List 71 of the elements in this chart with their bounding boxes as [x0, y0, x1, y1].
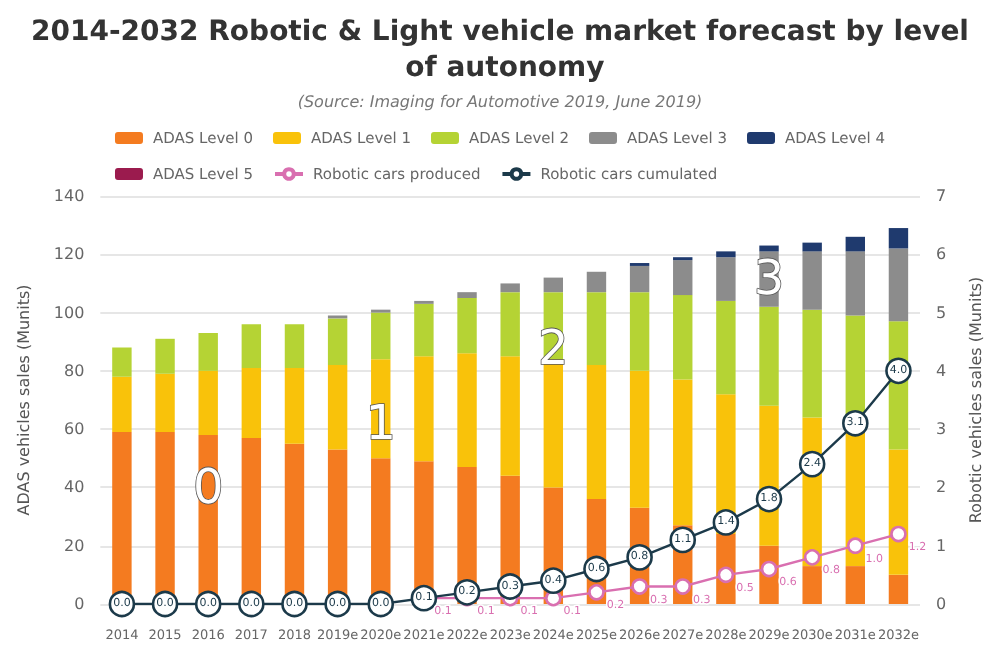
- bar: [457, 292, 477, 298]
- bar: [241, 367, 262, 438]
- y2-tick-label: 6: [936, 245, 947, 264]
- bar: [371, 312, 391, 360]
- bar: [629, 370, 650, 508]
- bar: [586, 271, 607, 293]
- bar: [327, 318, 348, 366]
- bar: [457, 353, 477, 468]
- point: [588, 584, 605, 601]
- bar: [284, 367, 305, 444]
- y2-tick-label: 1: [936, 536, 947, 555]
- bar: [802, 242, 822, 252]
- chart-subtitle: (Source: Imaging for Automotive 2019, June 2019): [297, 93, 703, 111]
- point: [631, 578, 648, 595]
- y2-axis-title: Robotic vehicles sales (Munits): [967, 276, 985, 524]
- bar: [888, 228, 909, 249]
- bar: [888, 574, 909, 604]
- bar: [112, 347, 132, 377]
- bar: [759, 306, 779, 406]
- bar: [888, 248, 909, 322]
- y-tick-label: 0: [74, 595, 85, 613]
- bar: [802, 566, 822, 604]
- bar: [457, 298, 477, 354]
- y2-tick-label: 4: [936, 361, 947, 380]
- y-tick-label: 40: [63, 478, 85, 497]
- bar: [500, 292, 520, 357]
- bar: [586, 292, 607, 366]
- y2-tick-label: 2: [936, 478, 947, 497]
- bar: [284, 324, 305, 368]
- y-tick-label: 100: [53, 303, 85, 322]
- bar: [586, 365, 607, 500]
- y-tick-label: 20: [63, 536, 85, 555]
- bar: [500, 356, 520, 476]
- bar: [629, 265, 650, 293]
- bar: [327, 365, 348, 450]
- bar: [543, 277, 564, 293]
- bar: [845, 251, 866, 316]
- bar: [673, 295, 693, 380]
- bar: [845, 236, 866, 252]
- point: [674, 578, 692, 595]
- y2-tick-label: 3: [936, 420, 947, 439]
- bar: [112, 376, 132, 433]
- y2-tick-label: 7: [936, 187, 947, 205]
- bar: [716, 251, 736, 258]
- bar: [414, 303, 434, 357]
- y-tick-label: 140: [53, 187, 85, 205]
- bar: [414, 356, 434, 462]
- bar: [155, 373, 175, 433]
- bar: [802, 309, 822, 418]
- bar: [716, 257, 736, 301]
- bar: [673, 379, 693, 526]
- bar: [500, 283, 520, 293]
- y-axis-title: ADAS vehicles sales (Munits): [15, 284, 33, 516]
- bar: [845, 566, 866, 604]
- point: [847, 537, 864, 555]
- bar: [198, 332, 218, 371]
- point: [803, 549, 821, 566]
- bar: [673, 260, 693, 296]
- y-tick-label: 80: [63, 361, 85, 380]
- y-tick-label: 120: [53, 245, 85, 264]
- bar: [241, 324, 262, 368]
- bar: [629, 292, 650, 371]
- y-tick-label: 60: [63, 420, 85, 439]
- y2-tick-label: 5: [936, 303, 947, 322]
- y2-tick-label: 0: [936, 595, 947, 613]
- bar: [802, 251, 822, 310]
- bar: [155, 338, 175, 374]
- bar: [716, 300, 736, 395]
- bar: [198, 370, 218, 435]
- point: [890, 525, 907, 543]
- chart-title: 2014-2032 Robotic & Light vehicle market forecast by level of autonomy: [31, 16, 969, 84]
